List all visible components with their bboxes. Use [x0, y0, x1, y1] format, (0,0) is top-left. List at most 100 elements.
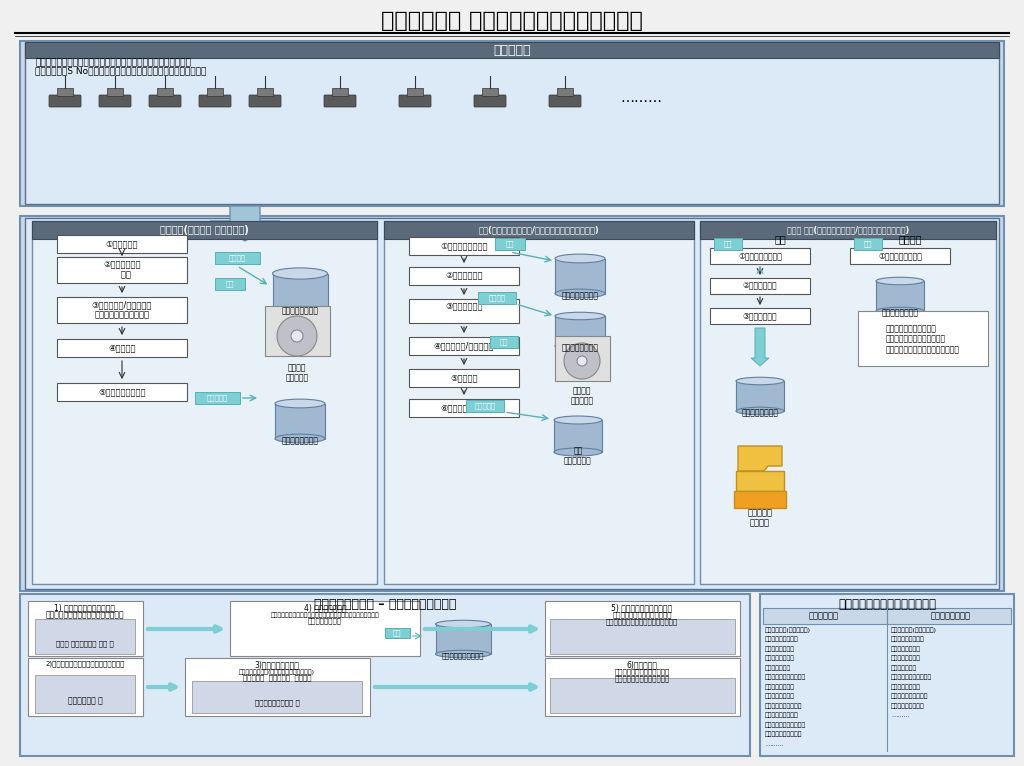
- Text: ・電線電圧降下計算書: ・電線電圧降下計算書: [765, 703, 803, 709]
- Text: ②設計書の選択: ②設計書の選択: [445, 271, 482, 280]
- FancyBboxPatch shape: [35, 619, 135, 654]
- Circle shape: [291, 330, 303, 342]
- Ellipse shape: [555, 254, 605, 263]
- Text: 超えている回路を利用者に通知する。: 超えている回路を利用者に通知する。: [606, 619, 678, 625]
- FancyBboxPatch shape: [495, 238, 525, 250]
- Text: ④機器データ/設計データ: ④機器データ/設計データ: [434, 342, 495, 351]
- Text: ・非常照明照度計算書: ・非常照明照度計算書: [765, 732, 803, 738]
- Ellipse shape: [275, 434, 325, 443]
- Text: ・蓄電池計算書: ・蓄電池計算書: [765, 665, 792, 671]
- FancyBboxPatch shape: [25, 42, 999, 58]
- FancyBboxPatch shape: [332, 88, 348, 96]
- Text: 6)計算書出力: 6)計算書出力: [627, 660, 657, 669]
- Text: ・起動容量計算書: ・起動容量計算書: [891, 656, 921, 661]
- Text: 作成する計算ソフトウェア一覧: 作成する計算ソフトウェア一覧: [838, 597, 936, 611]
- Text: 設計データベース: 設計データベース: [882, 309, 919, 317]
- Ellipse shape: [435, 620, 490, 628]
- FancyBboxPatch shape: [185, 658, 370, 716]
- FancyBboxPatch shape: [557, 88, 573, 96]
- Text: ・電線電圧降下計算書: ・電線電圧降下計算書: [891, 694, 929, 699]
- Text: 参照入力: 参照入力: [228, 255, 246, 261]
- Text: ③機器データ/設計データ
ベースの参照・参照入力: ③機器データ/設計データ ベースの参照・参照入力: [92, 300, 153, 319]
- FancyBboxPatch shape: [385, 628, 410, 638]
- FancyBboxPatch shape: [409, 369, 519, 387]
- Ellipse shape: [275, 399, 325, 408]
- Text: 線番入力画面 例: 線番入力画面 例: [68, 696, 102, 705]
- FancyBboxPatch shape: [409, 399, 519, 417]
- FancyBboxPatch shape: [272, 273, 328, 319]
- FancyBboxPatch shape: [57, 235, 187, 253]
- Text: ③必要データの: ③必要データの: [445, 301, 482, 321]
- Text: フォーマットで書出力する。: フォーマットで書出力する。: [614, 676, 670, 683]
- Text: 設計書 選択メニュー 画面 例: 設計書 選択メニュー 画面 例: [56, 640, 114, 647]
- Text: 計算結果を一覧表示、閾度値を: 計算結果を一覧表示、閾度値を: [612, 612, 672, 618]
- Text: 設計データベース: 設計データベース: [741, 408, 778, 417]
- FancyBboxPatch shape: [545, 658, 740, 716]
- FancyBboxPatch shape: [25, 43, 999, 204]
- FancyBboxPatch shape: [215, 278, 245, 290]
- Text: 参照: 参照: [500, 339, 508, 345]
- Text: ・打釘決定計算書: ・打釘決定計算書: [891, 684, 921, 690]
- FancyBboxPatch shape: [474, 95, 506, 107]
- Text: ・短絡電流計算書: ・短絡電流計算書: [765, 647, 795, 652]
- Text: 過去の設計データを元に
変更になった箇所のみ修正。
あとのフローは、新規作成と同じ。: 過去の設計データを元に 変更になった箇所のみ修正。 あとのフローは、新規作成と同…: [886, 324, 961, 354]
- FancyBboxPatch shape: [854, 238, 882, 250]
- Text: ③設計書の出力: ③設計書の出力: [742, 312, 777, 320]
- Text: ・電線等重量計算書: ・電線等重量計算書: [891, 703, 925, 709]
- Ellipse shape: [272, 313, 328, 324]
- FancyBboxPatch shape: [157, 88, 173, 96]
- FancyBboxPatch shape: [876, 281, 924, 311]
- FancyBboxPatch shape: [858, 311, 988, 366]
- Text: ………: ………: [765, 741, 783, 747]
- FancyBboxPatch shape: [478, 292, 516, 304]
- Text: ・設計データは船単位で管理され、データベースに蓄積される。: ・設計データは船単位で管理され、データベースに蓄積される。: [35, 58, 190, 67]
- Text: データ 利用(数計書を印刷する/過去の設計を利用する): データ 利用(数計書を印刷する/過去の設計を利用する): [786, 225, 909, 234]
- FancyBboxPatch shape: [763, 608, 887, 624]
- FancyBboxPatch shape: [199, 95, 231, 107]
- FancyBboxPatch shape: [207, 88, 223, 96]
- FancyBboxPatch shape: [324, 95, 356, 107]
- Text: 「電線電圧降下計算書」を選択する。: 「電線電圧降下計算書」を選択する。: [46, 611, 124, 620]
- FancyBboxPatch shape: [435, 624, 490, 654]
- Text: 参照: 参照: [724, 241, 732, 247]
- Text: データ管理: データ管理: [494, 44, 530, 57]
- Text: 船用電線データベース: 船用電線データベース: [441, 653, 484, 660]
- Ellipse shape: [736, 408, 784, 414]
- FancyBboxPatch shape: [57, 257, 187, 283]
- Text: ①設計データの検索: ①設計データの検索: [440, 241, 487, 250]
- Polygon shape: [738, 446, 782, 471]
- Text: ・蓄電池主照間間計算書: ・蓄電池主照間間計算書: [891, 675, 932, 680]
- Text: 参照: 参照: [864, 241, 872, 247]
- Text: ・蓄電池主照間間計算書: ・蓄電池主照間間計算書: [765, 675, 806, 680]
- Ellipse shape: [555, 342, 605, 350]
- Circle shape: [577, 356, 587, 366]
- Text: ・電力計算書(電力調査表): ・電力計算書(電力調査表): [891, 627, 937, 633]
- Text: 更新(数計書を修正する/途中の設計作業を再開する): 更新(数計書を修正する/途中の設計作業を再開する): [478, 225, 599, 234]
- Polygon shape: [736, 471, 784, 491]
- FancyBboxPatch shape: [28, 601, 143, 656]
- FancyBboxPatch shape: [193, 681, 362, 713]
- FancyBboxPatch shape: [555, 336, 610, 381]
- FancyBboxPatch shape: [409, 337, 519, 355]
- FancyBboxPatch shape: [25, 218, 999, 589]
- FancyBboxPatch shape: [265, 306, 330, 356]
- Text: 設計データベース: 設計データベース: [561, 343, 598, 352]
- Ellipse shape: [554, 416, 602, 424]
- FancyBboxPatch shape: [28, 658, 143, 716]
- FancyBboxPatch shape: [736, 381, 784, 411]
- Ellipse shape: [736, 377, 784, 385]
- FancyBboxPatch shape: [195, 392, 240, 404]
- Ellipse shape: [435, 650, 490, 658]
- Text: ・電線等重量計算書: ・電線等重量計算書: [765, 712, 799, 719]
- Ellipse shape: [876, 307, 924, 315]
- Text: 印刷: 印刷: [774, 234, 785, 244]
- Text: 5) 電圧降下計算結果の表示: 5) 電圧降下計算結果の表示: [611, 604, 673, 613]
- Ellipse shape: [876, 277, 924, 285]
- FancyBboxPatch shape: [35, 675, 135, 713]
- Text: ②設計書の選択: ②設計書の選択: [742, 281, 777, 290]
- FancyBboxPatch shape: [20, 216, 1004, 591]
- Text: 必要データ入力画面 例: 必要データ入力画面 例: [255, 699, 299, 706]
- FancyBboxPatch shape: [106, 88, 123, 96]
- Text: ・回路電圧  ・負荷電流  ・配線長: ・回路電圧 ・負荷電流 ・配線長: [243, 675, 311, 681]
- Text: ④自動計算: ④自動計算: [109, 343, 136, 352]
